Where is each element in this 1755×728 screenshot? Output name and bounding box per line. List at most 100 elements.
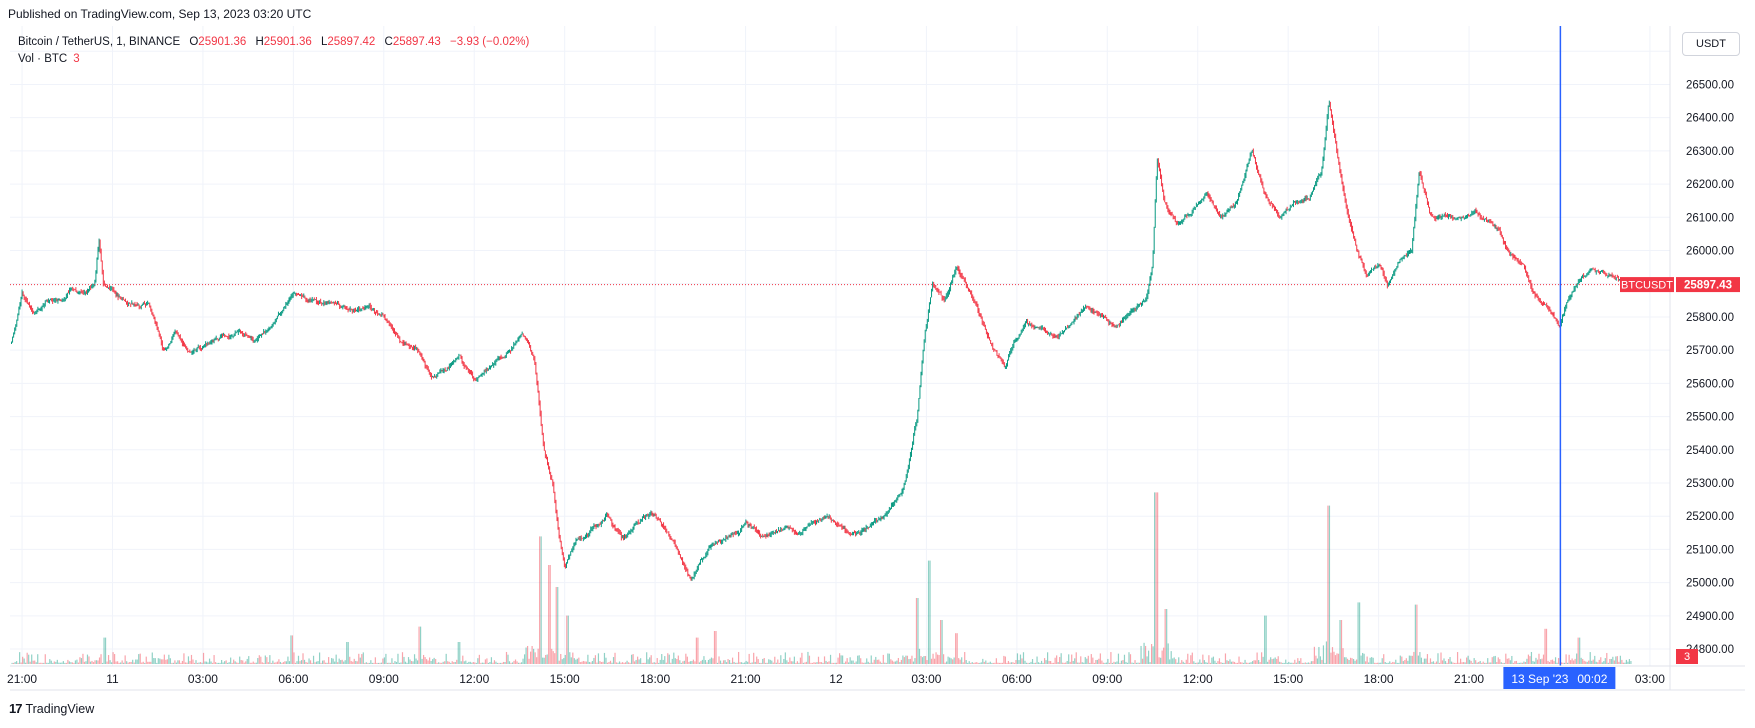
volume-bar	[646, 652, 648, 664]
volume-bar	[873, 659, 875, 664]
volume-bar	[807, 651, 809, 664]
time-tick-label: 21:00	[731, 672, 761, 686]
volume-bar	[1084, 657, 1086, 664]
volume-bar	[799, 657, 802, 664]
volume-bar	[774, 656, 776, 664]
volume-bar	[1250, 662, 1252, 664]
volume-bar	[606, 662, 609, 664]
volume-bar	[1622, 662, 1624, 664]
volume-bar	[1366, 656, 1368, 664]
legend-volume-label[interactable]: Vol · BTC	[18, 53, 68, 65]
volume-bar	[407, 657, 410, 664]
volume-bar	[114, 654, 116, 664]
volume-bar	[1570, 660, 1572, 664]
volume-bar	[502, 661, 505, 664]
volume-bar	[1580, 657, 1582, 664]
volume-bar	[1384, 662, 1386, 664]
volume-bar	[1544, 628, 1546, 664]
volume-bar	[1446, 662, 1448, 664]
volume-bar	[29, 661, 31, 664]
volume-bar	[627, 662, 630, 664]
volume-bar	[1488, 662, 1490, 664]
volume-bar	[1440, 652, 1442, 664]
volume-bar	[474, 662, 476, 664]
volume-bar	[261, 662, 263, 664]
volume-bar	[1567, 662, 1569, 664]
volume-bar	[1627, 661, 1629, 664]
time-tick-label: 15:00	[1273, 672, 1303, 686]
volume-bar	[573, 658, 575, 664]
volume-bar	[1072, 661, 1074, 664]
volume-bar	[1377, 662, 1379, 664]
volume-bar	[839, 653, 841, 664]
volume-bar	[1003, 655, 1005, 664]
tradingview-logo[interactable]: 17 TradingView	[9, 701, 94, 716]
volume-bar	[228, 662, 230, 664]
volume-bar	[1182, 661, 1184, 664]
volume-bar	[109, 660, 111, 664]
volume-bar	[139, 653, 141, 664]
currency-selector-button[interactable]: USDT	[1682, 32, 1740, 56]
volume-bar	[1600, 657, 1602, 664]
volume-bar	[285, 661, 288, 664]
volume-bar	[1170, 651, 1172, 664]
volume-bar	[58, 662, 60, 664]
volume-bar	[379, 662, 381, 664]
volume-bar	[1618, 661, 1620, 664]
volume-bar	[1122, 660, 1124, 664]
volume-bar	[374, 657, 376, 664]
volume-bar	[1500, 662, 1502, 664]
volume-bar	[1459, 658, 1462, 664]
volume-bar	[563, 658, 565, 664]
volume-bar	[1022, 652, 1025, 664]
volume-bar	[225, 660, 227, 664]
volume-bar	[1321, 659, 1323, 664]
volume-bar	[658, 662, 660, 664]
legend-symbol[interactable]: Bitcoin / TetherUS, 1, BINANCE	[18, 36, 181, 48]
volume-bar	[514, 659, 517, 664]
volume-bar	[496, 662, 499, 664]
volume-bar	[1357, 602, 1359, 664]
legend-ohlc-row: Bitcoin / TetherUS, 1, BINANCE O25901.36…	[18, 34, 529, 51]
volume-bar	[540, 536, 542, 664]
volume-bar	[941, 620, 943, 664]
volume-bar	[1297, 658, 1299, 664]
volume-bar	[1309, 662, 1311, 664]
volume-bar	[50, 660, 52, 664]
volume-bar	[1487, 658, 1489, 664]
volume-bar	[985, 660, 987, 664]
volume-bar	[887, 653, 889, 664]
volume-bar	[581, 661, 583, 664]
volume-bar	[101, 662, 104, 664]
volume-bar	[98, 657, 101, 664]
volume-bar	[890, 659, 892, 664]
volume-bar	[293, 652, 295, 664]
volume-bar	[1031, 659, 1034, 664]
volume-bar	[1589, 652, 1591, 664]
volume-bar	[652, 662, 654, 664]
volume-bar	[481, 662, 483, 664]
volume-bar	[1404, 660, 1406, 664]
volume-bar	[1188, 662, 1190, 664]
volume-bar	[160, 659, 162, 664]
volume-bar	[16, 661, 18, 664]
volume-bar	[920, 655, 922, 664]
volume-bar	[1538, 653, 1540, 664]
volume-bar	[801, 652, 803, 664]
volume-bar	[1410, 655, 1412, 664]
volume-bar	[456, 659, 458, 664]
volume-bar	[943, 654, 945, 664]
volume-bar	[869, 662, 871, 664]
volume-bar	[1140, 645, 1142, 664]
volume-bar	[409, 659, 411, 664]
volume-bar	[163, 654, 165, 664]
volume-bar	[1270, 657, 1272, 664]
time-tick-label: 03:00	[1635, 672, 1665, 686]
legend-volume-value: 3	[73, 53, 80, 65]
volume-bar	[891, 660, 893, 664]
volume-bar	[13, 662, 15, 664]
volume-bar	[190, 654, 193, 664]
volume-bar	[1472, 662, 1474, 664]
volume-bar	[912, 661, 915, 664]
